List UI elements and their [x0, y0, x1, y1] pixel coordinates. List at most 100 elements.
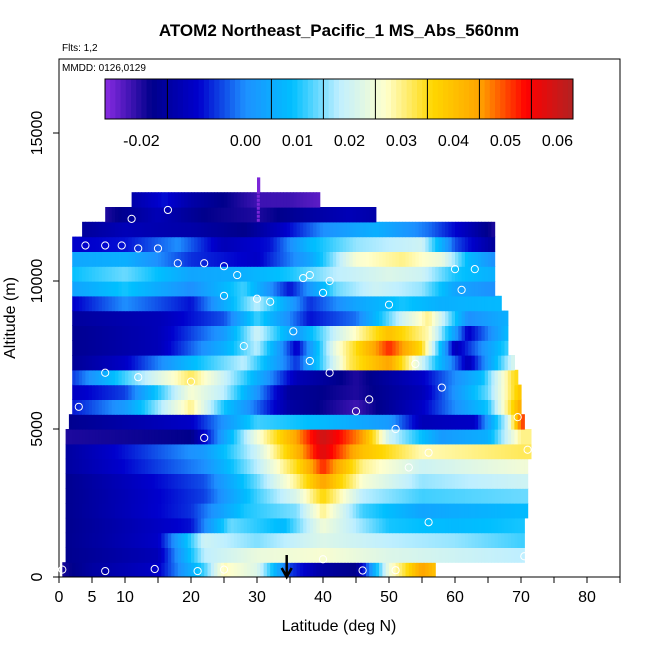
heatmap-cell	[280, 207, 284, 223]
x-axis-label: Latitude (deg N)	[282, 618, 397, 635]
heatmap-cell	[85, 399, 90, 415]
heatmap-cell	[346, 266, 350, 282]
heatmap-cell	[266, 325, 271, 341]
heatmap-cell	[280, 443, 284, 460]
heatmap-cell	[148, 458, 152, 474]
heatmap-cell	[161, 473, 166, 489]
heatmap-cell	[144, 325, 149, 341]
heatmap-cell	[488, 399, 492, 415]
heatmap-cell	[491, 547, 496, 563]
heatmap-cell	[177, 207, 182, 223]
heatmap-cell	[197, 236, 202, 252]
heatmap-cell	[161, 443, 166, 460]
heatmap-cell	[392, 221, 397, 238]
heatmap-cell	[484, 458, 489, 474]
heatmap-cell	[250, 562, 255, 577]
heatmap-cell	[154, 503, 159, 519]
heatmap-cell	[316, 295, 321, 312]
heatmap-cell	[253, 429, 258, 445]
heatmap-cell	[98, 340, 103, 356]
heatmap-cell	[478, 236, 482, 252]
heatmap-cell	[323, 310, 327, 326]
heatmap-cell	[207, 547, 212, 563]
x-tick-label: 80	[578, 589, 596, 606]
heatmap-cell	[336, 340, 341, 356]
heatmap-cell	[474, 547, 479, 563]
heatmap-cell	[65, 488, 70, 504]
heatmap-cell	[431, 458, 436, 474]
heatmap-cell	[108, 414, 113, 430]
heatmap-cell	[313, 236, 317, 252]
heatmap-cell	[375, 488, 380, 504]
heatmap-cell	[461, 236, 466, 252]
heatmap-cell	[177, 473, 182, 489]
heatmap-cell	[167, 399, 172, 415]
heatmap-cell	[276, 325, 281, 341]
heatmap-cell	[342, 488, 347, 504]
heatmap-cell	[362, 221, 367, 238]
heatmap-cell	[118, 399, 123, 415]
heatmap-cell	[141, 310, 146, 326]
heatmap-cell	[151, 503, 156, 519]
heatmap-cell	[260, 399, 265, 415]
heatmap-cell	[144, 221, 149, 238]
heatmap-cell	[154, 473, 159, 489]
heatmap-cell	[375, 281, 380, 297]
heatmap-cell	[233, 355, 238, 371]
heatmap-cell	[101, 429, 106, 445]
heatmap-cell	[161, 429, 166, 445]
heatmap-cell	[303, 503, 308, 519]
heatmap-cell	[283, 384, 288, 400]
heatmap-cell	[194, 503, 199, 519]
heatmap-cell	[329, 355, 334, 371]
heatmap-cell	[306, 384, 311, 400]
heatmap-cell	[111, 458, 116, 474]
colorbar-segment	[125, 79, 132, 119]
heatmap-cell	[303, 547, 308, 563]
heatmap-cell	[356, 295, 360, 312]
heatmap-cell	[108, 458, 113, 474]
heatmap-cell	[105, 236, 110, 252]
heatmap-cell	[111, 281, 116, 297]
colorbar-segment	[567, 79, 574, 119]
heatmap-cell	[243, 236, 248, 252]
heatmap-cell	[309, 547, 314, 563]
heatmap-cell	[428, 399, 433, 415]
heatmap-cell	[326, 281, 331, 297]
colorbar-labels: -0.02 0.00 0.01 0.02 0.03 0.04 0.05 0.06	[123, 133, 573, 150]
heatmap-cell	[220, 369, 225, 386]
heatmap-cell	[392, 547, 397, 563]
heatmap-cell	[299, 414, 304, 430]
latitude-arrow	[280, 555, 293, 580]
heatmap-cell	[230, 414, 235, 430]
heatmap-cell	[313, 384, 317, 400]
heatmap-cell	[521, 547, 525, 563]
heatmap-cell	[283, 325, 288, 341]
heatmap-cell	[164, 384, 169, 400]
heatmap-cell	[227, 429, 232, 445]
heatmap-cell	[441, 503, 446, 519]
heatmap-cell	[78, 310, 83, 326]
heatmap-cell	[484, 399, 489, 415]
heatmap-cell	[422, 532, 426, 548]
heatmap-cell	[389, 399, 393, 415]
heatmap-cell	[455, 384, 459, 400]
heatmap-cell	[511, 414, 515, 430]
heatmap-cell	[319, 295, 324, 312]
heatmap-cell	[326, 547, 331, 563]
heatmap-cell	[435, 369, 440, 386]
heatmap-cell	[405, 414, 410, 430]
heatmap	[62, 177, 532, 577]
heatmap-cell	[478, 473, 482, 489]
heatmap-cell	[138, 266, 143, 282]
heatmap-cell	[151, 488, 156, 504]
heatmap-cell	[342, 517, 347, 534]
heatmap-cell	[85, 458, 90, 474]
heatmap-cell	[313, 221, 317, 238]
heatmap-cell	[151, 547, 156, 563]
heatmap-cell	[101, 236, 106, 252]
heatmap-cell	[339, 429, 344, 445]
heatmap-cell	[233, 310, 238, 326]
heatmap-cell	[418, 355, 423, 371]
sample-point	[299, 273, 308, 283]
